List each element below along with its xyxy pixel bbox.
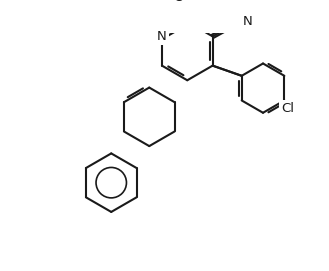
Text: Cl: Cl — [281, 102, 294, 115]
Text: N: N — [243, 15, 253, 28]
Text: O: O — [173, 0, 183, 4]
Text: N: N — [157, 30, 167, 43]
